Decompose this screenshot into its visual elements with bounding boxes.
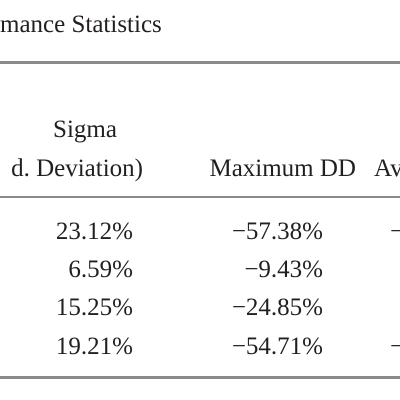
cell: −54.71% [231,333,323,360]
cell: −24.85% [231,294,323,321]
mid-rule [0,196,400,198]
cell: − [390,218,400,245]
cell: −9.43% [244,256,323,283]
table-title: mance Statistics [0,11,162,38]
cell: 23.12% [55,218,133,245]
header-cell: Av [374,155,400,182]
cell: 19.21% [55,333,133,360]
cell: −57.38% [231,218,323,245]
header-cell: Maximum DD [209,155,356,182]
bottom-rule [0,376,400,379]
cell: − [390,333,400,360]
cell: 15.25% [55,294,133,321]
top-rule [0,61,400,64]
header-cell: Sigma [53,116,117,143]
header-cell: d. Deviation) [11,155,143,182]
cell: 6.59% [68,256,133,283]
